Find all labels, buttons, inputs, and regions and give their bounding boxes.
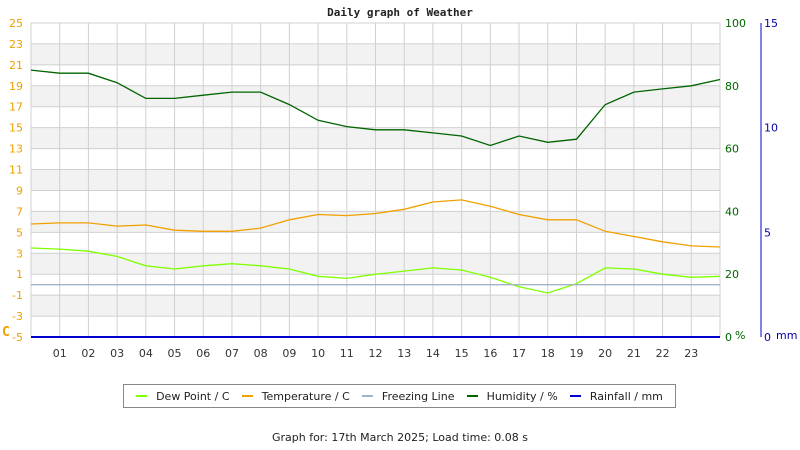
- left-axis-tick: 11: [9, 164, 23, 177]
- legend-swatch-icon: [136, 395, 148, 397]
- humidity-axis-tick: 100: [725, 17, 746, 30]
- left-axis-tick: 13: [9, 143, 23, 156]
- rain-axis-unit: mm: [776, 329, 797, 342]
- left-axis-tick: 5: [16, 226, 23, 239]
- left-axis-tick: 7: [16, 205, 23, 218]
- humidity-axis-tick: 40: [725, 205, 739, 218]
- x-axis-tick: 19: [569, 347, 583, 360]
- legend-label: Rainfall / mm: [589, 389, 663, 403]
- left-axis-tick: 17: [9, 101, 23, 114]
- humidity-axis-tick: 80: [725, 80, 739, 93]
- rain-axis-tick: 0: [764, 331, 771, 344]
- left-axis-unit: C: [2, 325, 10, 340]
- rain-axis-tick: 15: [764, 17, 778, 30]
- left-axis-tick: 21: [9, 59, 23, 72]
- humidity-axis-tick: 0: [725, 331, 732, 344]
- legend-swatch-icon: [569, 395, 581, 397]
- legend-label: Freezing Line: [381, 389, 455, 403]
- left-axis-tick: 19: [9, 80, 23, 93]
- left-axis-tick: 23: [9, 38, 23, 51]
- humidity-axis-unit: %: [735, 329, 745, 342]
- dew-point-line: [30, 247, 721, 294]
- left-axis-tick: 1: [16, 268, 23, 281]
- chart-legend: Dew Point / C Temperature / C Freezing Lin…: [123, 384, 676, 408]
- x-axis-tick: 12: [369, 347, 383, 360]
- legend-item: Freezing Line: [361, 389, 455, 403]
- legend-item: Dew Point / C: [136, 389, 230, 403]
- legend-label: Dew Point / C: [156, 389, 230, 403]
- x-axis-tick: 03: [110, 347, 124, 360]
- humidity-axis-tick: 20: [725, 268, 739, 281]
- x-axis-tick: 13: [397, 347, 411, 360]
- x-axis-tick: 18: [541, 347, 555, 360]
- x-axis-tick: 20: [598, 347, 612, 360]
- legend-item: Humidity / %: [466, 389, 558, 403]
- left-axis-tick: 15: [9, 122, 23, 135]
- legend-label: Humidity / %: [486, 389, 558, 403]
- x-axis-tick: 11: [340, 347, 354, 360]
- x-axis-tick: 02: [81, 347, 95, 360]
- left-axis-tick: -1: [12, 289, 23, 302]
- legend-item: Rainfall / mm: [569, 389, 663, 403]
- humidity-line: [30, 69, 721, 147]
- chart-title: Daily graph of Weather: [327, 6, 473, 19]
- left-axis-tick: 3: [16, 247, 23, 260]
- x-axis-tick: 06: [196, 347, 210, 360]
- left-axis-tick: -5: [12, 331, 23, 344]
- x-axis-tick: 09: [282, 347, 296, 360]
- x-axis-tick: 16: [483, 347, 497, 360]
- humidity-axis-tick: 60: [725, 143, 739, 156]
- rain-axis-tick: 10: [764, 122, 778, 135]
- x-axis-tick: 22: [656, 347, 670, 360]
- legend-label: Temperature / C: [261, 389, 350, 403]
- legend-swatch-icon: [466, 395, 478, 397]
- left-axis-tick: -3: [12, 310, 23, 323]
- x-axis-tick: 01: [53, 347, 67, 360]
- legend-swatch-icon: [361, 395, 373, 397]
- rain-axis-tick: 5: [764, 226, 771, 239]
- temperature-line: [30, 199, 721, 248]
- x-axis-tick: 05: [168, 347, 182, 360]
- legend-swatch-icon: [241, 395, 253, 397]
- x-axis-tick: 04: [139, 347, 153, 360]
- left-axis-tick: 25: [9, 17, 23, 30]
- x-axis-tick: 07: [225, 347, 239, 360]
- weather-chart: 252321191715131197531-1-3-5C100806040200…: [2, 17, 797, 360]
- legend-item: Temperature / C: [241, 389, 350, 403]
- left-axis-tick: 9: [16, 184, 23, 197]
- x-axis-tick: 10: [311, 347, 325, 360]
- x-axis-tick: 17: [512, 347, 526, 360]
- x-axis-tick: 23: [684, 347, 698, 360]
- x-axis-tick: 15: [455, 347, 469, 360]
- x-axis-tick: 21: [627, 347, 641, 360]
- x-axis-tick: 08: [254, 347, 268, 360]
- x-axis-tick: 14: [426, 347, 440, 360]
- footer-status: Graph for: 17th March 2025; Load time: 0…: [271, 431, 529, 444]
